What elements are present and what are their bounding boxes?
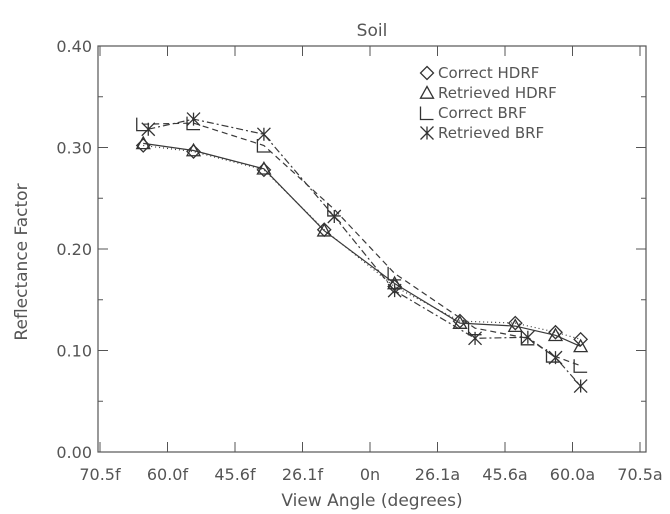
legend-label: Retrieved BRF — [438, 124, 544, 142]
data-point-diamond — [135, 138, 151, 153]
chart-title: Soil — [357, 21, 388, 41]
series-line — [143, 144, 581, 340]
y-tick-label: 0.20 — [56, 240, 92, 259]
series-1 — [135, 138, 589, 347]
series-line — [148, 118, 582, 387]
data-point-square — [520, 331, 535, 346]
data-point-triangle — [185, 142, 202, 157]
data-point-triangle — [507, 318, 523, 332]
series-3 — [136, 116, 588, 373]
data-point-asterisk — [256, 127, 271, 142]
data-point-triangle — [316, 222, 332, 237]
data-point-asterisk — [573, 379, 588, 393]
data-point-diamond — [452, 313, 468, 329]
data-point-asterisk — [520, 330, 535, 345]
y-tick-label: 0.00 — [56, 443, 92, 462]
x-tick-label: 26.1f — [282, 465, 324, 484]
series-4 — [141, 112, 588, 393]
data-point-square — [186, 116, 201, 131]
x-tick-label: 60.0a — [550, 465, 595, 484]
data-point-triangle — [452, 315, 468, 329]
series-line — [143, 122, 581, 367]
data-point-triangle — [547, 327, 564, 342]
legend-marker — [419, 65, 435, 81]
x-tick-label: 70.5f — [79, 465, 121, 484]
y-tick-label: 0.10 — [56, 342, 92, 361]
data-point-asterisk — [468, 331, 483, 346]
data-point-triangle — [573, 338, 589, 353]
data-point-square — [256, 138, 271, 153]
legend-label: Correct HDRF — [438, 64, 539, 82]
legend-marker — [419, 85, 435, 99]
data-point-square — [387, 266, 402, 281]
legend-label: Correct BRF — [438, 104, 527, 122]
x-tick-label: 60.0f — [147, 465, 189, 484]
y-tick-label: 0.40 — [56, 37, 92, 56]
data-point-asterisk — [548, 350, 563, 365]
data-point-square — [136, 117, 150, 132]
data-point-square — [327, 202, 341, 217]
data-point-triangle — [135, 135, 151, 150]
y-tick-label: 0.30 — [56, 139, 92, 158]
data-point-diamond — [507, 315, 523, 331]
x-axis-label: View Angle (degrees) — [281, 491, 462, 511]
data-point-diamond — [548, 324, 563, 340]
legend-label: Retrieved HDRF — [438, 84, 557, 102]
legend-marker — [420, 126, 434, 140]
data-point-triangle — [256, 160, 272, 175]
legend: Correct HDRF Retrieved HDRF Correct BRF Ret… — [419, 64, 557, 142]
data-point-asterisk — [387, 283, 402, 298]
series-layer — [135, 112, 589, 393]
series-line — [143, 142, 581, 347]
data-point-asterisk — [327, 209, 342, 224]
x-tick-label: 0n — [360, 465, 380, 484]
x-tick-label: 45.6f — [214, 465, 256, 484]
x-tick-label: 26.1a — [415, 465, 460, 484]
y-axis-label: Reflectance Factor — [12, 183, 32, 340]
data-point-square — [573, 359, 588, 373]
data-point-asterisk — [186, 112, 201, 127]
data-point-asterisk — [141, 122, 156, 137]
x-tick-label: 70.5a — [617, 465, 662, 484]
series-2 — [135, 135, 589, 353]
axes: 0.00 0.10 0.20 0.30 0.40 70.5f 60.0f 45.6f 26.1f… — [56, 37, 662, 484]
x-tick-label: 45.6a — [482, 465, 527, 484]
legend-marker — [419, 106, 434, 121]
